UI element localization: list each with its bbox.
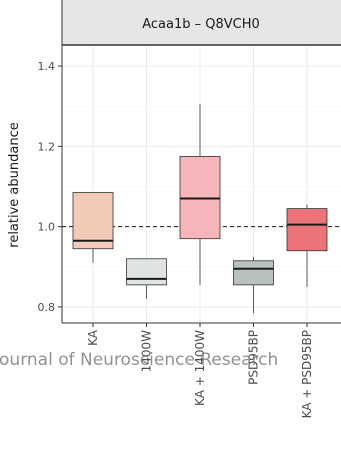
box-body bbox=[286, 208, 328, 252]
box-ka-psd95bp bbox=[286, 204, 328, 287]
box-body bbox=[179, 155, 221, 240]
facet-strip bbox=[62, 0, 341, 45]
x-axis: KA 1400W KA + 1400W PSD95BP KA + PSD95BP bbox=[86, 323, 314, 418]
y-tick-label: 0.8 bbox=[38, 301, 56, 314]
x-tick-label: 1400W bbox=[140, 330, 154, 373]
x-tick-label: KA + PSD95BP bbox=[300, 330, 314, 418]
y-axis-label: relative abundance bbox=[7, 122, 22, 247]
box-ka-1400w bbox=[179, 104, 221, 285]
x-tick-label: PSD95BP bbox=[247, 330, 261, 385]
y-tick-label: 1.2 bbox=[38, 140, 56, 153]
box-body bbox=[72, 192, 114, 250]
box-body bbox=[233, 260, 274, 286]
box-1400w bbox=[126, 258, 167, 299]
y-tick-label: 1.0 bbox=[38, 221, 56, 234]
boxes bbox=[72, 104, 328, 313]
box-body bbox=[126, 258, 167, 286]
y-tick-label: 1.4 bbox=[38, 60, 56, 73]
x-tick-label: KA bbox=[86, 329, 100, 346]
y-axis: 0.8 1.0 1.2 1.4 bbox=[38, 60, 62, 314]
box-ka bbox=[72, 192, 114, 263]
x-tick-label: KA + 1400W bbox=[193, 330, 207, 406]
chart-title: Acaa1b – Q8VCH0 bbox=[142, 17, 260, 32]
box-psd95bp bbox=[233, 256, 274, 313]
